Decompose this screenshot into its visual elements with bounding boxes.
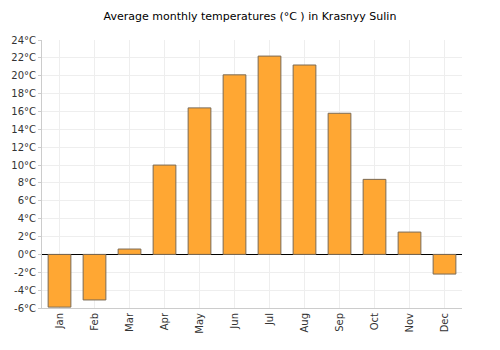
svg-text:-4°C: -4°C bbox=[14, 285, 36, 296]
svg-text:24°C: 24°C bbox=[11, 35, 36, 46]
svg-text:16°C: 16°C bbox=[11, 106, 36, 117]
svg-text:Aug: Aug bbox=[299, 313, 310, 333]
svg-text:4°C: 4°C bbox=[18, 213, 36, 224]
svg-text:10°C: 10°C bbox=[11, 160, 36, 171]
svg-text:12°C: 12°C bbox=[11, 142, 36, 153]
svg-text:Jul: Jul bbox=[264, 313, 275, 326]
svg-text:May: May bbox=[194, 313, 205, 334]
svg-text:Sep: Sep bbox=[334, 313, 345, 332]
svg-text:8°C: 8°C bbox=[18, 177, 36, 188]
svg-text:14°C: 14°C bbox=[11, 124, 36, 135]
svg-text:Oct: Oct bbox=[369, 313, 380, 330]
svg-text:-6°C: -6°C bbox=[14, 303, 36, 314]
svg-text:Jan: Jan bbox=[54, 313, 65, 329]
svg-text:-2°C: -2°C bbox=[14, 267, 36, 278]
svg-text:22°C: 22°C bbox=[11, 52, 36, 63]
svg-text:Nov: Nov bbox=[404, 313, 415, 333]
svg-text:20°C: 20°C bbox=[11, 70, 36, 81]
svg-text:Apr: Apr bbox=[159, 312, 170, 330]
svg-text:2°C: 2°C bbox=[18, 231, 36, 242]
svg-text:0°C: 0°C bbox=[18, 249, 36, 260]
svg-text:18°C: 18°C bbox=[11, 88, 36, 99]
svg-text:Mar: Mar bbox=[124, 312, 135, 332]
svg-text:Average monthly temperatures (: Average monthly temperatures (°C ) in Kr… bbox=[104, 10, 397, 23]
svg-text:Jun: Jun bbox=[229, 313, 240, 330]
svg-text:6°C: 6°C bbox=[18, 195, 36, 206]
svg-text:Feb: Feb bbox=[89, 313, 100, 331]
svg-text:Dec: Dec bbox=[439, 313, 450, 332]
